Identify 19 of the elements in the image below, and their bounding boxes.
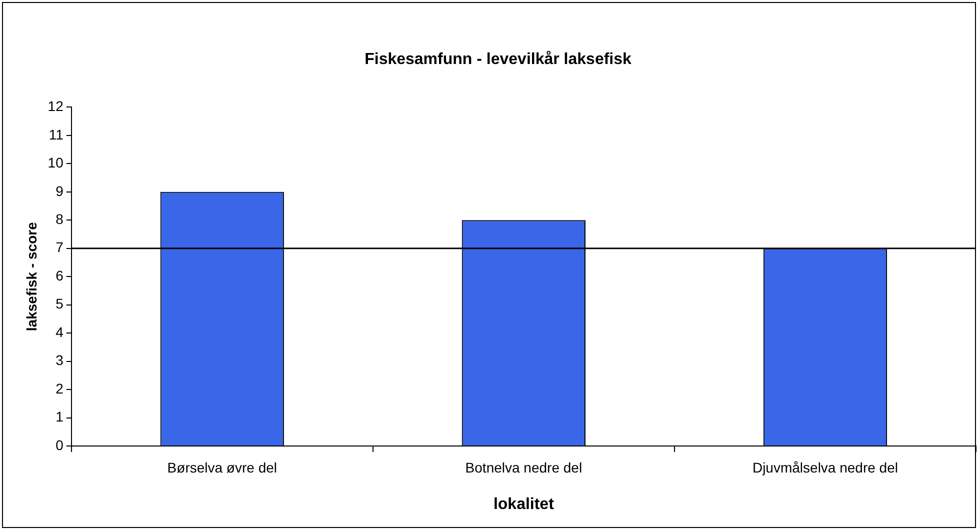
x-axis-title: lokalitet <box>493 496 555 513</box>
y-tick-label: 9 <box>56 182 64 199</box>
y-tick-label: 10 <box>48 154 64 171</box>
y-tick-label: 0 <box>56 436 64 453</box>
x-tick-label: Børselva øvre del <box>167 459 277 476</box>
y-tick-label: 5 <box>56 296 64 312</box>
y-tick-label: 12 <box>48 98 64 114</box>
y-tick-label: 1 <box>56 408 64 425</box>
y-tick-label: 4 <box>56 324 64 340</box>
y-tick-label: 11 <box>48 126 64 142</box>
chart-title: Fiskesamfunn - levevilkår laksefisk <box>364 50 632 68</box>
y-tick-label: 2 <box>56 380 64 396</box>
y-tick-label: 7 <box>56 239 64 256</box>
y-tick-label: 6 <box>56 267 64 284</box>
x-tick-label: Djuvmålselva nedre del <box>752 459 898 476</box>
x-tick-label: Botnelva nedre del <box>465 459 582 476</box>
y-tick-label: 3 <box>56 352 64 368</box>
y-tick-label: 8 <box>56 210 64 227</box>
y-axis-title: laksefisk - score <box>23 222 40 332</box>
